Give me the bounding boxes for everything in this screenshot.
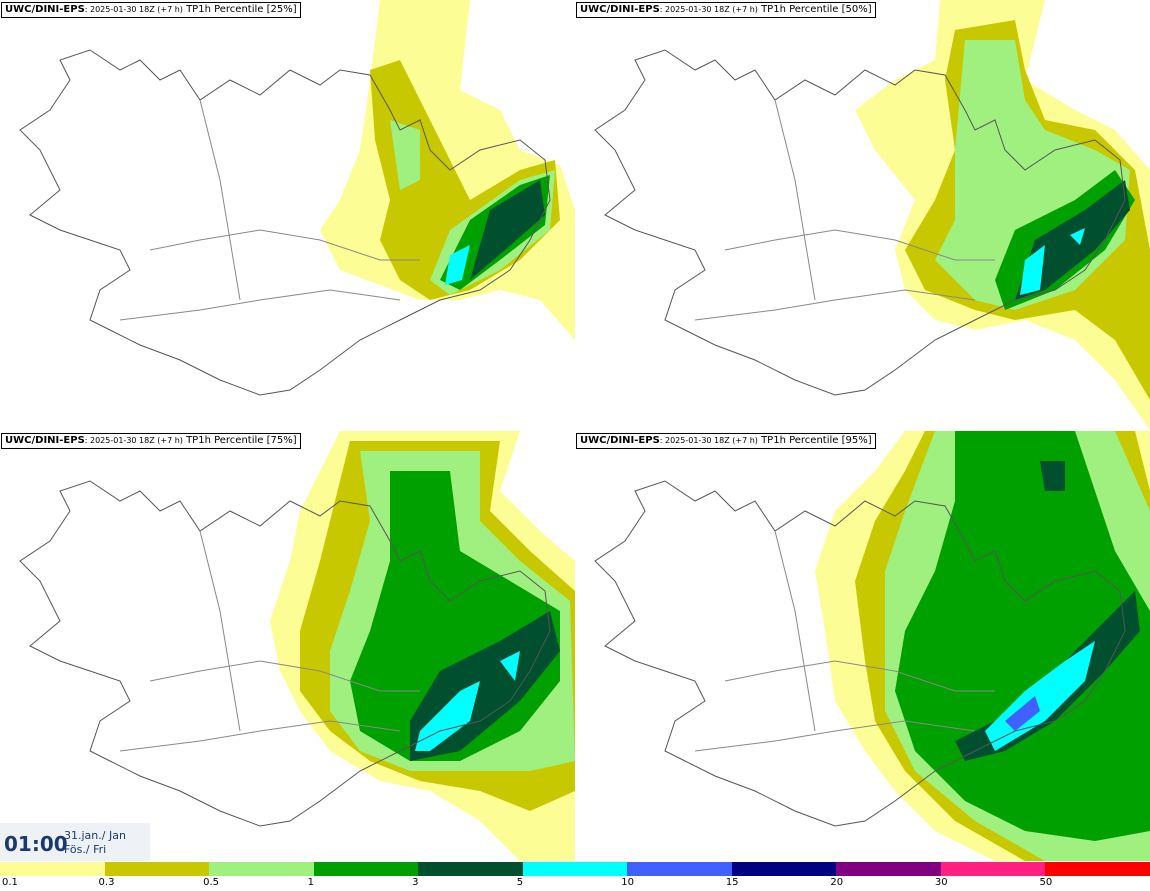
legend-label: 0.5 [203,877,219,888]
run-info: : 2025-01-30 18Z (+7 h) [84,436,183,445]
legend-label: 0.3 [98,877,115,888]
map-panel-50: UWC/DINI-EPS: 2025-01-30 18Z (+7 h) TP1h… [575,0,1150,430]
legend-swatch [627,862,732,876]
valid-date-line1: 31.jan./ Jan [64,829,126,842]
legend-label: 20 [830,877,844,888]
precip-field [815,431,1150,861]
legend-label: 15 [725,877,739,888]
panel-title: UWC/DINI-EPS: 2025-01-30 18Z (+7 h) TP1h… [1,433,301,449]
map-panel-75: UWC/DINI-EPS: 2025-01-30 18Z (+7 h) TP1h… [0,431,575,861]
iceland-coastline [19,49,551,396]
panel-title: UWC/DINI-EPS: 2025-01-30 18Z (+7 h) TP1h… [576,433,876,449]
model-name: UWC/DINI-EPS [580,4,660,15]
legend-swatch [209,862,314,876]
legend-swatch [836,862,941,876]
legend-label: 0.1 [2,877,18,888]
legend-label: 1 [307,877,314,888]
product-name: TP1h Percentile [25%] [182,4,297,15]
precip-field [320,0,575,340]
valid-date: 31.jan./ Jan Fös./ Fri [64,829,126,857]
legend-swatch [418,862,523,876]
legend-label: 30 [934,877,948,888]
map-panel-95: UWC/DINI-EPS: 2025-01-30 18Z (+7 h) TP1h… [575,431,1150,861]
precip-map-50 [594,0,1150,430]
product-name: TP1h Percentile [50%] [757,4,872,15]
iceland-coastline [594,480,1126,827]
model-name: UWC/DINI-EPS [5,4,85,15]
map-panel-25: UWC/DINI-EPS: 2025-01-30 18Z (+7 h) TP1h… [0,0,575,430]
panel-title: UWC/DINI-EPS: 2025-01-30 18Z (+7 h) TP1h… [576,2,876,18]
legend-label: 3 [412,877,419,888]
legend-label: 10 [621,877,634,888]
legend-swatch [1045,862,1150,876]
model-name: UWC/DINI-EPS [580,435,660,446]
legend-labels: 0.1 0.3 0.5 1 3 5 10 15 20 30 50 [0,877,1150,891]
product-name: TP1h Percentile [75%] [182,435,297,446]
precip-field [855,0,1150,430]
precip-map-75 [19,431,575,861]
iceland-coastline [19,480,551,827]
legend-swatch [313,862,419,876]
valid-date-line2: Fös./ Fri [64,843,107,856]
color-legend [0,862,1150,876]
run-info: : 2025-01-30 18Z (+7 h) [84,5,183,14]
precip-map-25 [19,0,575,396]
legend-swatch [0,862,105,876]
precip-field [270,431,575,861]
legend-swatch [522,862,628,876]
panel-title: UWC/DINI-EPS: 2025-01-30 18Z (+7 h) TP1h… [1,2,301,18]
legend-label: 5 [516,877,524,888]
legend-swatch [104,862,210,876]
legend-label: 50 [1039,877,1053,888]
precip-map-95 [594,431,1150,861]
valid-time-box: 01:00 31.jan./ Jan Fös./ Fri [0,823,150,861]
valid-time-clock: 01:00 [4,832,68,856]
model-name: UWC/DINI-EPS [5,435,85,446]
legend-swatch [940,862,1046,876]
run-info: : 2025-01-30 18Z (+7 h) [659,5,758,14]
legend-swatch [731,862,837,876]
run-info: : 2025-01-30 18Z (+7 h) [659,436,758,445]
product-name: TP1h Percentile [95%] [757,435,872,446]
iceland-coastline [594,49,1126,396]
